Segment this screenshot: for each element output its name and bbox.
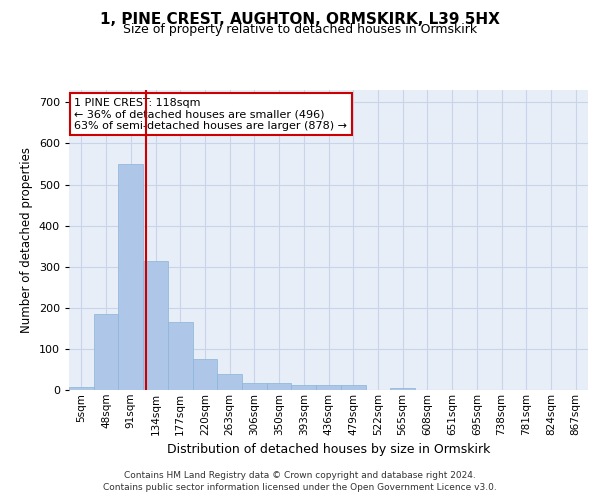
Text: 1 PINE CREST: 118sqm
← 36% of detached houses are smaller (496)
63% of semi-deta: 1 PINE CREST: 118sqm ← 36% of detached h… [74, 98, 347, 130]
Bar [217, 374, 242, 390]
Bar [193, 359, 217, 390]
Text: 1, PINE CREST, AUGHTON, ORMSKIRK, L39 5HX: 1, PINE CREST, AUGHTON, ORMSKIRK, L39 5H… [100, 12, 500, 28]
Bar [143, 260, 168, 390]
Bar [341, 385, 365, 390]
Bar [118, 164, 143, 390]
Bar [316, 385, 341, 390]
Bar [94, 314, 118, 390]
Text: Contains HM Land Registry data © Crown copyright and database right 2024.
Contai: Contains HM Land Registry data © Crown c… [103, 471, 497, 492]
Bar [390, 388, 415, 390]
Bar [267, 382, 292, 390]
Bar [292, 385, 316, 390]
Text: Size of property relative to detached houses in Ormskirk: Size of property relative to detached ho… [123, 24, 477, 36]
Bar [242, 382, 267, 390]
Bar [168, 322, 193, 390]
Bar [69, 386, 94, 390]
X-axis label: Distribution of detached houses by size in Ormskirk: Distribution of detached houses by size … [167, 443, 490, 456]
Y-axis label: Number of detached properties: Number of detached properties [20, 147, 33, 333]
